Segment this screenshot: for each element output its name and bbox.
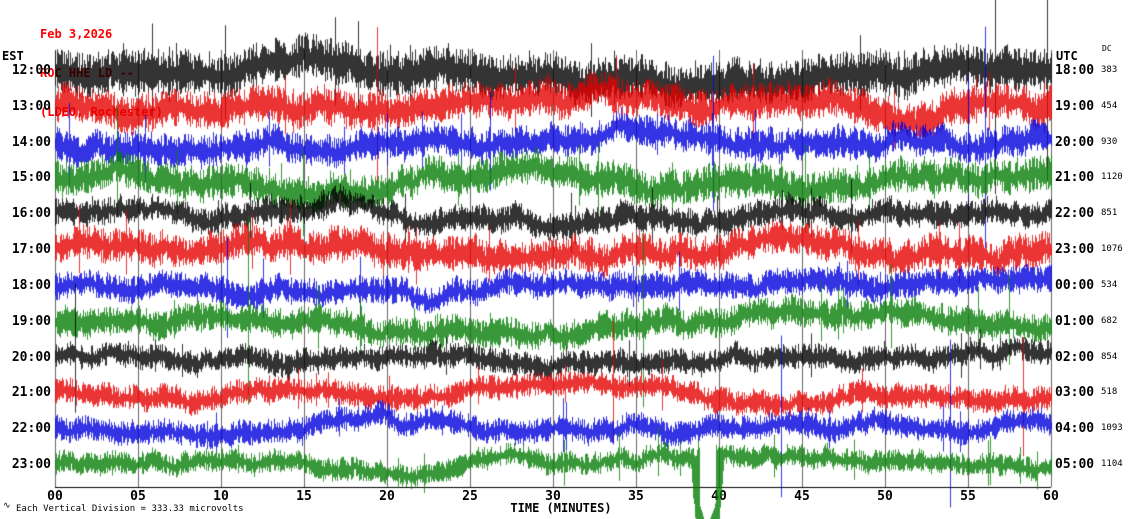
est-time-label: 20:00 xyxy=(11,349,51,365)
x-tick-label: 15 xyxy=(296,489,312,504)
utc-time-label: 01:00 xyxy=(1055,313,1095,329)
dc-offset-value: 1093 xyxy=(1101,423,1123,434)
est-time-label: 13:00 xyxy=(11,98,51,114)
x-tick-label: 10 xyxy=(213,489,229,504)
dc-offset-value: 930 xyxy=(1101,136,1118,147)
dc-axis-label: DC xyxy=(1102,44,1112,53)
utc-time-label: 18:00 xyxy=(1055,63,1095,78)
est-time-label: 21:00 xyxy=(11,385,51,401)
plot-header: Feb 3,2026 ROC HHE LD -- (LDEO, Rocheste… xyxy=(40,2,163,145)
dc-offset-value: 454 xyxy=(1101,100,1118,111)
utc-time-label: 00:00 xyxy=(1055,277,1095,293)
scale-note: Each Vertical Division = 333.33 microvol… xyxy=(16,504,244,514)
utc-time-label: 21:00 xyxy=(1055,170,1095,186)
x-tick-label: 45 xyxy=(794,489,810,504)
est-time-label: 15:00 xyxy=(11,170,51,186)
utc-time-label: 19:00 xyxy=(1055,98,1095,114)
utc-time-label: 23:00 xyxy=(1055,242,1095,258)
header-date: Feb 3,2026 xyxy=(40,27,113,41)
x-axis-title: TIME (MINUTES) xyxy=(510,501,612,515)
x-tick-label: 05 xyxy=(130,489,146,504)
x-tick-label: 60 xyxy=(1043,489,1059,504)
est-time-label: 16:00 xyxy=(11,206,51,222)
est-axis-label: EST xyxy=(2,49,24,63)
utc-time-label: 20:00 xyxy=(1055,134,1095,150)
dc-offset-value: 518 xyxy=(1101,387,1118,398)
x-tick-label: 35 xyxy=(628,489,644,504)
dc-offset-value: 1104 xyxy=(1101,459,1123,470)
x-tick-label: 00 xyxy=(47,489,63,504)
dc-offset-value: 682 xyxy=(1101,315,1118,326)
est-time-label: 18:00 xyxy=(11,277,51,293)
x-tick-label: 55 xyxy=(960,489,976,504)
dc-offset-value: 1076 xyxy=(1101,244,1123,255)
est-time-label: 14:00 xyxy=(11,134,51,150)
x-tick-label: 20 xyxy=(379,489,395,504)
dc-offset-value: 851 xyxy=(1101,208,1118,219)
x-tick-label: 40 xyxy=(711,489,727,504)
est-time-label: 23:00 xyxy=(11,457,51,473)
utc-axis-label: UTC xyxy=(1056,49,1078,63)
utc-time-label: 05:00 xyxy=(1055,457,1095,473)
utc-time-label: 22:00 xyxy=(1055,206,1095,222)
x-tick-label: 25 xyxy=(462,489,478,504)
x-tick-label: 50 xyxy=(877,489,893,504)
dc-offset-value: 854 xyxy=(1101,351,1118,362)
est-time-label: 19:00 xyxy=(11,313,51,329)
dc-offset-value: 534 xyxy=(1101,279,1118,290)
utc-time-label: 04:00 xyxy=(1055,421,1095,437)
est-time-label: 12:00 xyxy=(11,63,51,78)
est-time-label: 17:00 xyxy=(11,242,51,258)
est-time-label: 22:00 xyxy=(11,421,51,437)
utc-time-label: 02:00 xyxy=(1055,349,1095,365)
mini-waveform-glyph: ∿ xyxy=(3,501,11,511)
dc-offset-value: 1120 xyxy=(1101,172,1123,183)
header-network: (LDEO, Rochester) xyxy=(40,105,163,119)
header-station-id: ROC HHE LD -- xyxy=(40,66,134,80)
dc-offset-value: 383 xyxy=(1101,65,1118,75)
utc-time-label: 03:00 xyxy=(1055,385,1095,401)
